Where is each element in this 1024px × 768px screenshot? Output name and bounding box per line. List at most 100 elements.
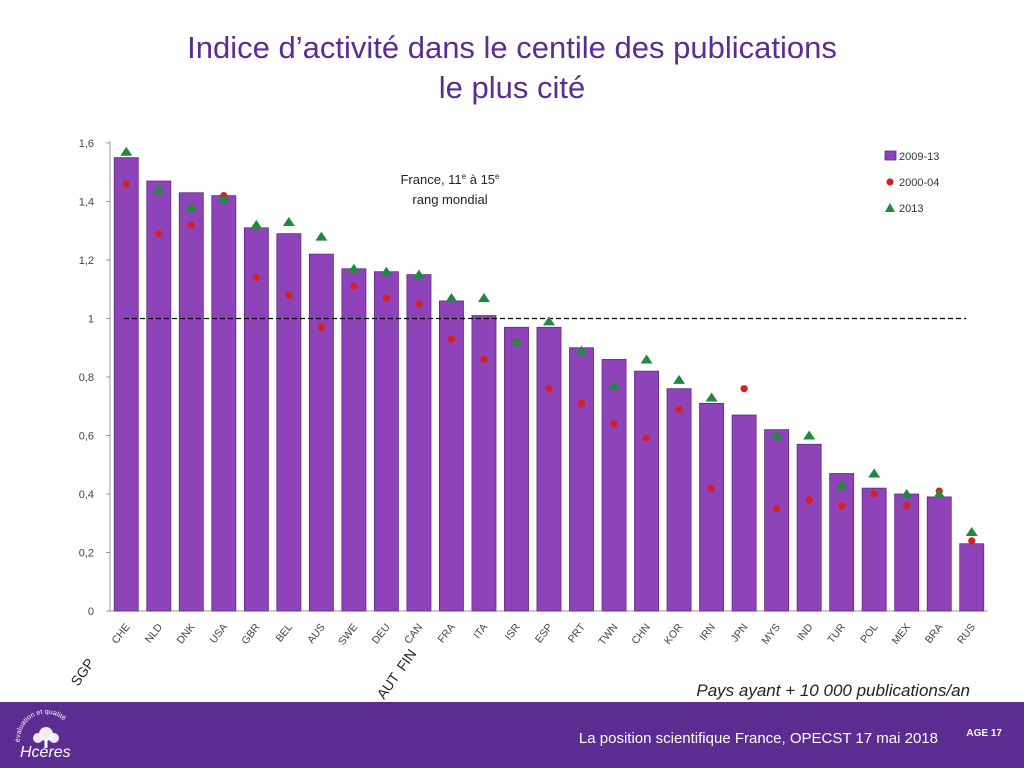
x-tick-label-prt: PRT [566, 621, 589, 645]
triangle-2013-gbr [250, 219, 263, 229]
point-2000-04-bel [285, 291, 293, 299]
x-tick-label-ita: ITA [471, 621, 490, 641]
bar-usa [211, 195, 237, 612]
bar-jpn [731, 414, 757, 612]
x-tick-label-mys: MYS [760, 621, 783, 646]
title-line-2: le plus cité [438, 70, 586, 105]
triangle-2013-can [412, 269, 425, 279]
point-2000-04-nld [155, 230, 163, 238]
point-2000-04-twn [610, 420, 618, 428]
y-tick-label: 0,8 [79, 372, 94, 384]
triangle-2013-bel [282, 216, 295, 226]
point-2000-04-chn [642, 434, 651, 443]
point-2000-04-rus [968, 537, 976, 545]
triangle-2013-aus [315, 231, 328, 241]
x-tick-label-deu: DEU [370, 621, 393, 646]
bar-che [113, 157, 139, 612]
triangle-2013-kor [673, 374, 686, 384]
bar-can [406, 274, 432, 612]
triangle-2013-ind [803, 430, 816, 440]
bar-chn [634, 370, 659, 612]
x-tick-label-esp: ESP [533, 621, 555, 645]
y-tick-label: 0,6 [79, 431, 94, 443]
triangle-2013-chn [640, 354, 653, 364]
point-2000-04-swe [350, 282, 358, 290]
bar-nld [146, 180, 172, 612]
point-2000-04-pol [870, 490, 878, 498]
x-tick-label-mex: MEX [890, 621, 913, 646]
page-title: Indice d’activité dans le centile des pu… [0, 28, 1024, 108]
bar-rus [959, 543, 985, 612]
bar-ita [471, 315, 497, 612]
y-tick-label: 1,2 [79, 255, 94, 267]
bar-gbr [243, 227, 269, 612]
triangle-2013-fra [445, 293, 458, 303]
x-tick-label-swe: SWE [336, 621, 360, 647]
x-tick-label-twn: TWN [596, 621, 620, 647]
triangle-2013-bra [933, 489, 946, 498]
triangle-2013-prt [575, 345, 588, 355]
point-2000-04-jpn [740, 385, 748, 393]
triangle-2013-usa [217, 193, 230, 203]
y-tick-label: 0 [88, 606, 94, 618]
triangle-2013-swe [347, 263, 360, 273]
point-2000-04-ita [480, 355, 488, 364]
triangle-2013-ita [477, 293, 490, 303]
x-tick-label-jpn: JPN [729, 621, 751, 644]
triangle-2013-pol [868, 468, 881, 478]
legend-label-2009-13: 2009-13 [899, 151, 939, 163]
x-tick-label-chn: CHN [629, 621, 652, 646]
x-tick-label-isr: ISR [503, 621, 523, 643]
bar-swe [341, 268, 367, 612]
bar-isr [504, 326, 529, 612]
point-2000-04-irn [707, 484, 716, 492]
bar-aus [308, 253, 334, 612]
point-series-2000-04 [122, 180, 976, 545]
triangle-2013-dnk [185, 202, 198, 212]
bar-mys [764, 429, 790, 612]
extra-label-sgp: SGP [67, 655, 97, 688]
triangle-2013-esp [543, 316, 555, 326]
x-tick-label-irn: IRN [697, 621, 718, 643]
x-tick-label-bel: BEL [274, 621, 296, 644]
bar-mex [894, 493, 920, 612]
point-2000-04-fra [447, 335, 456, 343]
x-tick-label-ind: IND [795, 621, 816, 643]
triangle-2013-mex [900, 489, 913, 498]
point-2000-04-dnk [187, 221, 195, 229]
bar-series-2009-13 [113, 157, 985, 612]
france-annotation-line-1: France, 11e à 15e [400, 172, 500, 187]
x-tick-label-kor: KOR [662, 621, 686, 647]
triangle-2013-isr [510, 336, 523, 346]
point-2000-04-gbr [252, 273, 260, 282]
footer-bar: évaluation et qualité Hcéres La position… [0, 702, 1024, 768]
x-tick-label-gbr: GBR [239, 621, 263, 647]
x-tick-label-nld: NLD [143, 621, 166, 645]
y-tick-label: 0,4 [79, 489, 94, 501]
point-2000-04-mys [773, 505, 781, 513]
x-tick-label-can: CAN [402, 621, 425, 646]
point-2000-04-esp [545, 385, 553, 393]
x-tick-label-usa: USA [207, 621, 230, 645]
bar-dnk [178, 192, 204, 612]
bar-ind [796, 443, 822, 612]
point-2000-04-aus [317, 323, 325, 331]
x-tick-labels: CHE NLD DNK USA GBR BEL AUS SWE DEU CAN FRA ITA ISR E… [110, 621, 979, 648]
legend-label-2000-04: 2000-04 [899, 177, 939, 189]
triangle-2013-twn [608, 380, 621, 390]
legend: 2009-13 2000-04 2013 [884, 150, 939, 215]
legend-swatch-triangle [885, 203, 895, 212]
extra-label-aut: AUT [373, 669, 402, 701]
triangle-2013-tur [835, 480, 848, 490]
y-tick-labels: 0 0,2 0,4 0,6 0,8 1 1,2 1,4 1,6 [79, 138, 94, 618]
x-axis-caption: Pays ayant + 10 000 publications/an [696, 681, 970, 700]
footer-text: La position scientifique France, OPECST … [578, 730, 938, 747]
bar-tur [829, 473, 855, 612]
y-tick-label: 0,2 [79, 548, 94, 560]
bar-pol [861, 487, 887, 612]
page-number: AGE 17 [966, 728, 1002, 739]
triangle-2013-deu [380, 266, 393, 276]
extra-label-fin: FIN [393, 646, 419, 674]
y-tick-label: 1 [88, 314, 94, 326]
chart: 0 0,2 0,4 0,6 0,8 1 1,2 1,4 1,6 CHE NLD DNK USA GBR B… [67, 138, 988, 702]
